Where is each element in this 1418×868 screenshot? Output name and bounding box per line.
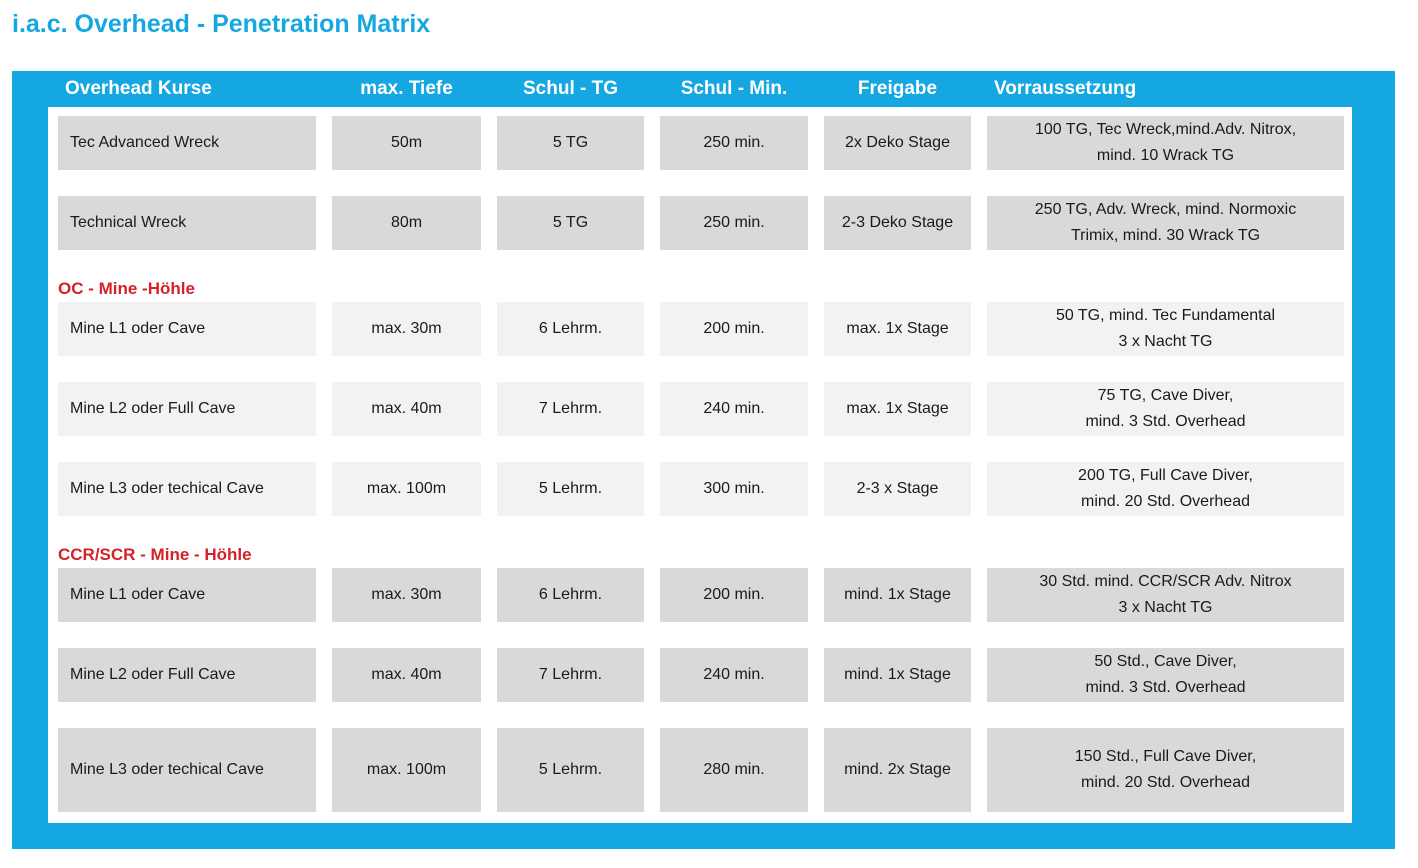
dives-cell: 5 TG xyxy=(497,116,644,170)
minutes-cell: 240 min. xyxy=(660,382,808,436)
prerequisite-line: 30 Std. mind. CCR/SCR Adv. Nitrox xyxy=(1039,573,1292,590)
course-row: Mine L1 oder Cave max. 30m 6 Lehrm. 200 min… xyxy=(48,568,1352,622)
release-cell: 2-3 x Stage xyxy=(824,462,971,516)
depth-cell: max. 100m xyxy=(332,728,481,812)
release-cell: 2-3 Deko Stage xyxy=(824,196,971,250)
header-cell-kurse: Overhead Kurse xyxy=(65,78,212,99)
minutes-cell: 240 min. xyxy=(660,648,808,702)
course-name-cell: Mine L2 oder Full Cave xyxy=(58,648,316,702)
depth-cell: 80m xyxy=(332,196,481,250)
prerequisite-line: 200 TG, Full Cave Diver, xyxy=(1078,467,1253,484)
header-cell-vorraussetzung: Vorraussetzung xyxy=(994,78,1137,99)
dives-cell: 5 Lehrm. xyxy=(497,728,644,812)
prerequisite-line: 3 x Nacht TG xyxy=(1118,333,1213,350)
minutes-cell: 250 min. xyxy=(660,116,808,170)
course-name-cell: Mine L1 oder Cave xyxy=(58,568,316,622)
header-cell-freigabe: Freigabe xyxy=(857,78,938,99)
dives-cell: 7 Lehrm. xyxy=(497,648,644,702)
prerequisite-line: mind. 20 Std. Overhead xyxy=(1081,774,1250,791)
dives-cell: 6 Lehrm. xyxy=(497,302,644,356)
minutes-cell: 200 min. xyxy=(660,568,808,622)
header-cell-schul-min: Schul - Min. xyxy=(680,78,788,99)
course-row: Mine L3 oder techical Cave max. 100m 5 Leh… xyxy=(48,728,1352,812)
release-cell: mind. 1x Stage xyxy=(824,568,971,622)
prerequisite-cell: 50 TG, mind. Tec Fundamental 3 x Nacht TG xyxy=(987,302,1344,356)
depth-cell: 50m xyxy=(332,116,481,170)
prerequisite-cell: 100 TG, Tec Wreck,mind.Adv. Nitrox, mind.… xyxy=(987,116,1344,170)
release-cell: max. 1x Stage xyxy=(824,302,971,356)
course-name-cell: Mine L1 oder Cave xyxy=(58,302,316,356)
dives-cell: 5 Lehrm. xyxy=(497,462,644,516)
release-cell: mind. 2x Stage xyxy=(824,728,971,812)
prerequisite-cell: 50 Std., Cave Diver, mind. 3 Std. Overhea… xyxy=(987,648,1344,702)
prerequisite-line: 3 x Nacht TG xyxy=(1118,599,1213,616)
course-name-cell: Technical Wreck xyxy=(58,196,316,250)
section-label: CCR/SCR - Mine - Höhle xyxy=(58,545,252,564)
release-cell: 2x Deko Stage xyxy=(824,116,971,170)
minutes-cell: 250 min. xyxy=(660,196,808,250)
table-body: Tec Advanced Wreck 50m 5 TG 250 min. 2x Deko… xyxy=(48,107,1352,823)
course-name-cell: Tec Advanced Wreck xyxy=(58,116,316,170)
header-cell-schul-tg: Schul - TG xyxy=(523,78,618,99)
prerequisite-line: 75 TG, Cave Diver, xyxy=(1097,387,1234,404)
prerequisite-cell: 200 TG, Full Cave Diver, mind. 20 Std. Ov… xyxy=(987,462,1344,516)
prerequisite-line: 50 TG, mind. Tec Fundamental xyxy=(1055,307,1276,324)
minutes-cell: 280 min. xyxy=(660,728,808,812)
course-row: Mine L1 oder Cave max. 30m 6 Lehrm. 200 min… xyxy=(48,302,1352,356)
minutes-cell: 300 min. xyxy=(660,462,808,516)
course-name-cell: Mine L3 oder techical Cave xyxy=(58,728,316,812)
prerequisite-line: mind. 10 Wrack TG xyxy=(1096,147,1235,164)
course-name-cell: Mine L2 oder Full Cave xyxy=(58,382,316,436)
prerequisite-line: mind. 3 Std. Overhead xyxy=(1085,679,1246,696)
prerequisite-line: 100 TG, Tec Wreck,mind.Adv. Nitrox, xyxy=(1034,121,1297,138)
prerequisite-line: 250 TG, Adv. Wreck, mind. Normoxic xyxy=(1034,201,1297,218)
dives-cell: 7 Lehrm. xyxy=(497,382,644,436)
prerequisite-cell: 30 Std. mind. CCR/SCR Adv. Nitrox 3 x Nac… xyxy=(987,568,1344,622)
dives-cell: 5 TG xyxy=(497,196,644,250)
prerequisite-line: mind. 20 Std. Overhead xyxy=(1081,493,1250,510)
release-cell: mind. 1x Stage xyxy=(824,648,971,702)
section-label: OC - Mine -Höhle xyxy=(58,279,195,298)
prerequisite-cell: 250 TG, Adv. Wreck, mind. Normoxic Trimix… xyxy=(987,196,1344,250)
prerequisite-line: 150 Std., Full Cave Diver, xyxy=(1074,748,1257,765)
prerequisite-line: Trimix, mind. 30 Wrack TG xyxy=(1070,227,1261,244)
prerequisite-line: mind. 3 Std. Overhead xyxy=(1085,413,1246,430)
course-name-cell: Mine L3 oder techical Cave xyxy=(58,462,316,516)
table-header-row: Overhead Kurse max. Tiefe Schul - TG Sch… xyxy=(48,71,1352,107)
prerequisite-line: 50 Std., Cave Diver, xyxy=(1094,653,1237,670)
minutes-cell: 200 min. xyxy=(660,302,808,356)
dives-cell: 6 Lehrm. xyxy=(497,568,644,622)
release-cell: max. 1x Stage xyxy=(824,382,971,436)
course-row: Technical Wreck 80m 5 TG 250 min. 2-3 Deko S… xyxy=(48,196,1352,250)
page-title: i.a.c. Overhead - Penetration Matrix xyxy=(12,10,431,38)
depth-cell: max. 100m xyxy=(332,462,481,516)
depth-cell: max. 40m xyxy=(332,648,481,702)
course-row: Mine L3 oder techical Cave max. 100m 5 Leh… xyxy=(48,462,1352,516)
prerequisite-cell: 75 TG, Cave Diver, mind. 3 Std. Overhead xyxy=(987,382,1344,436)
prerequisite-cell: 150 Std., Full Cave Diver, mind. 20 Std. … xyxy=(987,728,1344,812)
course-row: Tec Advanced Wreck 50m 5 TG 250 min. 2x Deko… xyxy=(48,116,1352,170)
depth-cell: max. 40m xyxy=(332,382,481,436)
depth-cell: max. 30m xyxy=(332,568,481,622)
matrix-table: Overhead Kurse max. Tiefe Schul - TG Sch… xyxy=(12,71,1395,849)
header-cell-max-tiefe: max. Tiefe xyxy=(360,78,453,99)
depth-cell: max. 30m xyxy=(332,302,481,356)
course-row: Mine L2 oder Full Cave max. 40m 7 Lehrm. 24… xyxy=(48,648,1352,702)
course-row: Mine L2 oder Full Cave max. 40m 7 Lehrm. 24… xyxy=(48,382,1352,436)
